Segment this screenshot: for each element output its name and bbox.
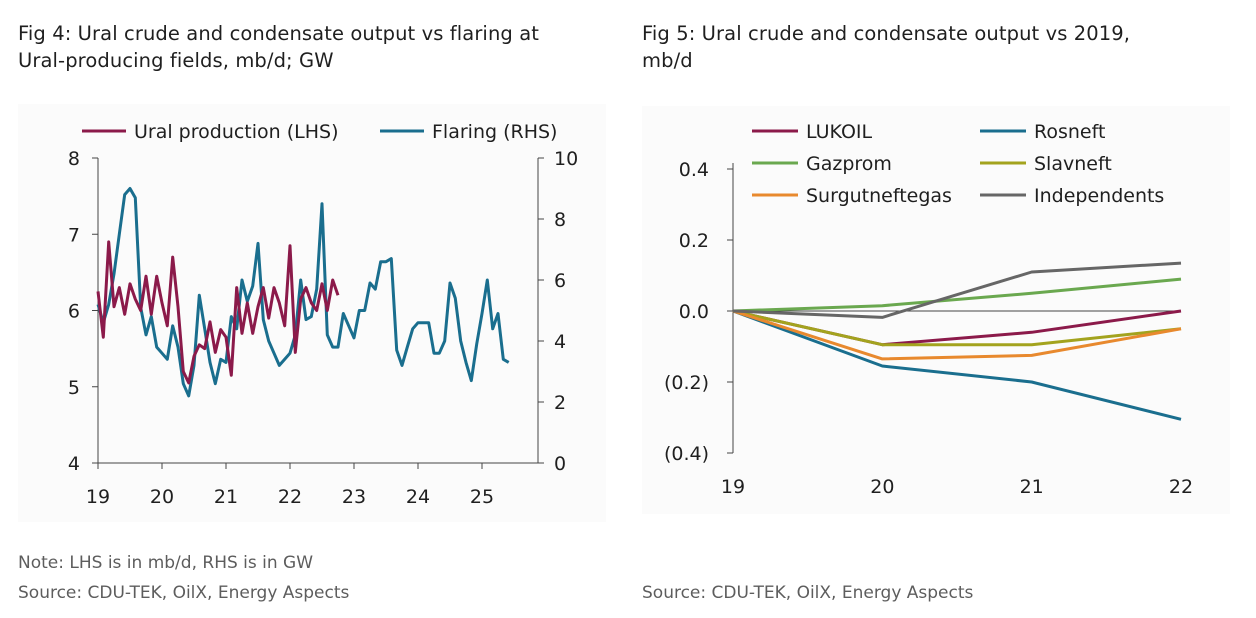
fig4-title: Fig 4: Ural crude and condensate output … xyxy=(18,20,618,74)
y-tick-label: 0.0 xyxy=(679,301,709,323)
series-line-slavneft xyxy=(732,309,1182,347)
fig5-chart: 0.4 0.2 0.0 (0.2) (0.4) 19 20 21 22 LUKOIL Rosneft… xyxy=(664,121,1193,498)
fig5-source: Source: CDU-TEK, OilX, Energy Aspects xyxy=(642,583,974,603)
series-line-ural-production xyxy=(96,240,340,385)
x-tick-label: 23 xyxy=(342,486,366,508)
fig4-title-line2: Ural-producing fields, mb/d; GW xyxy=(18,49,334,72)
x-tick-label: 21 xyxy=(214,486,238,508)
y-right-tick-label: 4 xyxy=(554,331,566,353)
x-tick-label: 22 xyxy=(278,486,302,508)
legend-label: Slavneft xyxy=(1034,153,1112,175)
x-tick-label: 19 xyxy=(86,486,110,508)
legend-label: Gazprom xyxy=(806,153,892,175)
y-right-tick-label: 2 xyxy=(554,392,566,414)
x-tick-label: 21 xyxy=(1020,476,1044,498)
legend-label: Independents xyxy=(1034,185,1164,207)
fig5-panel: Fig 5: Ural crude and condensate output … xyxy=(624,0,1256,618)
fig5-title-line2: mb/d xyxy=(642,49,693,72)
x-tick-label: 19 xyxy=(721,476,745,498)
fig4-note: Note: LHS is in mb/d, RHS is in GW xyxy=(18,553,314,573)
y-tick-label: 0.4 xyxy=(679,159,709,181)
x-tick-label: 20 xyxy=(870,476,894,498)
y-right-tick-label: 0 xyxy=(554,453,566,475)
series-line-independents xyxy=(732,261,1182,319)
y-right-tick-label: 6 xyxy=(554,270,566,292)
series-line-gazprom xyxy=(732,277,1182,313)
y-left-tick-label: 8 xyxy=(68,148,80,170)
x-tick-label: 25 xyxy=(470,486,494,508)
fig5-title: Fig 5: Ural crude and condensate output … xyxy=(642,20,1222,74)
fig4-source: Source: CDU-TEK, OilX, Energy Aspects xyxy=(18,583,350,603)
fig4-title-line1: Fig 4: Ural crude and condensate output … xyxy=(18,22,539,45)
series-line-flaring xyxy=(96,187,510,398)
series-line-rosneft xyxy=(732,309,1182,421)
x-tick-label: 22 xyxy=(1169,476,1193,498)
y-right-tick-label: 10 xyxy=(554,148,578,170)
legend-label: Flaring (RHS) xyxy=(432,121,557,143)
y-left-tick-label: 7 xyxy=(68,224,80,246)
legend-label: Rosneft xyxy=(1034,121,1105,143)
x-tick-label: 24 xyxy=(406,486,430,508)
legend-label: LUKOIL xyxy=(806,121,873,143)
fig4-panel: Fig 4: Ural crude and condensate output … xyxy=(0,0,620,618)
y-left-tick-label: 6 xyxy=(68,301,80,323)
y-tick-label: 0.2 xyxy=(679,230,709,252)
y-left-tick-label: 5 xyxy=(68,377,80,399)
legend-label: Ural production (LHS) xyxy=(134,121,339,143)
series-line-surgutneftegas xyxy=(732,309,1182,361)
x-tick-label: 20 xyxy=(150,486,174,508)
y-tick-label: (0.4) xyxy=(664,443,709,465)
y-right-tick-label: 8 xyxy=(554,209,566,231)
fig5-title-line1: Fig 5: Ural crude and condensate output … xyxy=(642,22,1131,45)
legend-label: Surgutneftegas xyxy=(806,185,952,207)
y-tick-label: (0.2) xyxy=(664,372,709,394)
y-left-tick-label: 4 xyxy=(68,453,80,475)
